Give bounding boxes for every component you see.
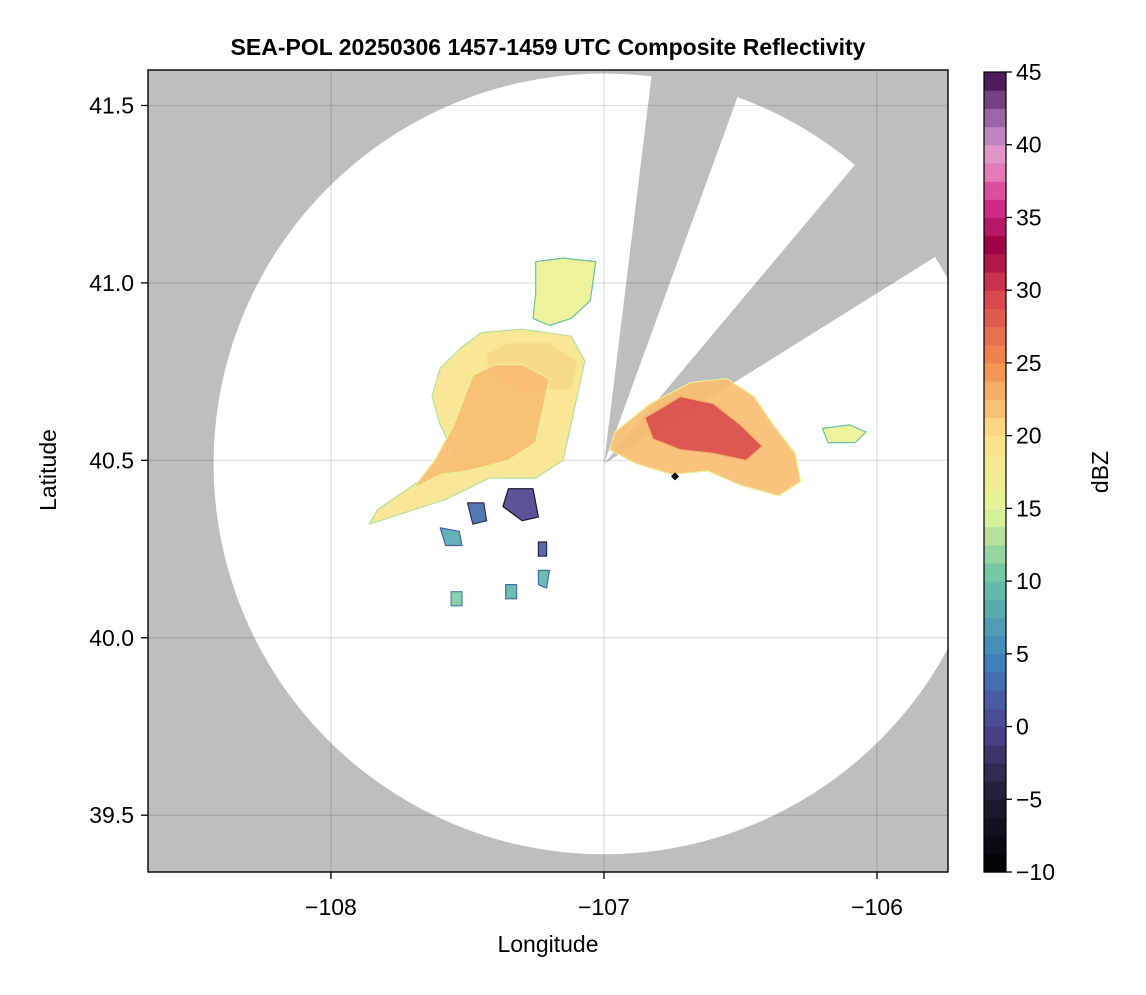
colorbar-tick-label-10: 40 [1016, 132, 1042, 158]
x-axis-label: Longitude [497, 931, 598, 957]
colorbar-tick-label-7: 25 [1016, 350, 1042, 376]
colorbar-tick-label-6: 20 [1016, 423, 1042, 449]
colorbar-bin-30 [984, 308, 1006, 328]
echo-south-weak-echo-6 [450, 591, 463, 607]
colorbar-label: dBZ [1087, 451, 1113, 493]
colorbar-bin-22 [984, 453, 1006, 473]
echo-south-weak-echo-7 [505, 583, 518, 600]
colorbar-bin-27 [984, 362, 1006, 382]
colorbar-bin-3 [984, 799, 1006, 819]
colorbar-tick-label-1: −5 [1016, 786, 1042, 812]
colorbar-bin-4 [984, 781, 1006, 800]
colorbar-bin-35 [984, 217, 1006, 237]
colorbar-tick-label-8: 30 [1016, 277, 1042, 303]
echo-south-weak-echo-2 [466, 502, 488, 525]
site-marker [670, 472, 679, 481]
y-tick-label-3: 41.0 [89, 270, 134, 296]
colorbar-tick-label-11: 45 [1016, 59, 1042, 85]
colorbar-bin-26 [984, 381, 1006, 400]
y-tick-label-4: 41.5 [89, 92, 134, 118]
colorbar: −10 −5 0 5 10 15 20 25 30 35 40 45 [983, 59, 1055, 885]
echo-east-small-cell [821, 424, 867, 444]
colorbar-tick-label-3: 5 [1016, 641, 1029, 667]
echo-south-weak-echo-3 [439, 527, 463, 547]
colorbar-bin-38 [984, 162, 1006, 182]
colorbar-bin-11 [984, 653, 1006, 673]
y-axis: 39.5 40.0 40.5 41.0 41.5 [89, 92, 148, 828]
colorbar-bin-5 [984, 762, 1006, 782]
echo-east-cell-core [644, 395, 763, 461]
colorbar-tick-label-0: −10 [1016, 859, 1055, 885]
colorbar-bin-19 [984, 508, 1006, 528]
chart-title: SEA-POL 20250306 1457-1459 UTC Composite… [231, 34, 866, 60]
y-tick-label-0: 39.5 [89, 802, 134, 828]
colorbar-bin-14 [984, 599, 1006, 619]
echo-northwest-band-edge [412, 363, 551, 490]
colorbar-bin-10 [984, 672, 1006, 691]
colorbar-tick-label-2: 0 [1016, 714, 1029, 740]
colorbar-bin-43 [984, 72, 1006, 91]
colorbar-bin-9 [984, 690, 1006, 709]
colorbar-bin-29 [984, 326, 1006, 346]
colorbar-bin-2 [984, 817, 1006, 837]
colorbar-bin-17 [984, 544, 1006, 564]
colorbar-bin-15 [984, 581, 1006, 600]
x-axis: −108 −107 −106 [305, 872, 903, 920]
colorbar-bin-24 [984, 417, 1006, 437]
colorbar-bin-6 [984, 744, 1006, 764]
x-tick-label-1: −107 [578, 894, 630, 920]
colorbar-bin-40 [984, 126, 1006, 146]
y-axis-label: Latitude [35, 429, 61, 511]
radar-coverage-sector-3 [213, 73, 948, 855]
colorbar-bin-1 [984, 835, 1006, 855]
colorbar-bin-16 [984, 562, 1006, 582]
echo-south-weak-echo-4 [537, 541, 548, 557]
colorbar-bin-0 [984, 853, 1006, 873]
colorbar-bin-21 [984, 472, 1006, 491]
radar-coverage-sector-1 [603, 73, 652, 464]
colorbar-bin-23 [984, 435, 1006, 455]
colorbar-tick-label-4: 10 [1016, 568, 1042, 594]
echo-south-weak-echo-5 [537, 569, 551, 589]
colorbar-bin-18 [984, 526, 1006, 546]
echo-south-weak-echo-1 [502, 488, 540, 522]
plot-frame [147, 69, 949, 873]
colorbar-bin-39 [984, 144, 1006, 164]
colorbar-tick-label-9: 35 [1016, 204, 1042, 230]
colorbar-bin-28 [984, 344, 1006, 364]
colorbar-tick-label-5: 15 [1016, 495, 1042, 521]
radar-coverage-sector-2 [603, 97, 855, 464]
colorbar-bin-32 [984, 272, 1006, 291]
x-tick-label-0: −108 [305, 894, 357, 920]
colorbar-bin-13 [984, 617, 1006, 637]
colorbar-bin-37 [984, 181, 1006, 200]
colorbar-bin-7 [984, 726, 1006, 746]
colorbar-bin-31 [984, 290, 1006, 309]
y-tick-label-1: 40.0 [89, 625, 134, 651]
colorbar-bin-12 [984, 635, 1006, 655]
colorbar-bin-42 [984, 90, 1006, 109]
colorbar-bin-20 [984, 490, 1006, 509]
colorbar-bin-8 [984, 708, 1006, 728]
plot-area [148, 70, 948, 872]
colorbar-bin-41 [984, 108, 1006, 128]
colorbar-bin-36 [984, 199, 1006, 219]
colorbar-frame [983, 71, 1007, 873]
y-tick-label-2: 40.5 [89, 447, 134, 473]
colorbar-bin-25 [984, 399, 1006, 419]
x-tick-label-2: −106 [851, 894, 903, 920]
echo-north-cell [532, 257, 597, 327]
colorbar-bin-34 [984, 235, 1006, 255]
colorbar-bin-33 [984, 253, 1006, 273]
